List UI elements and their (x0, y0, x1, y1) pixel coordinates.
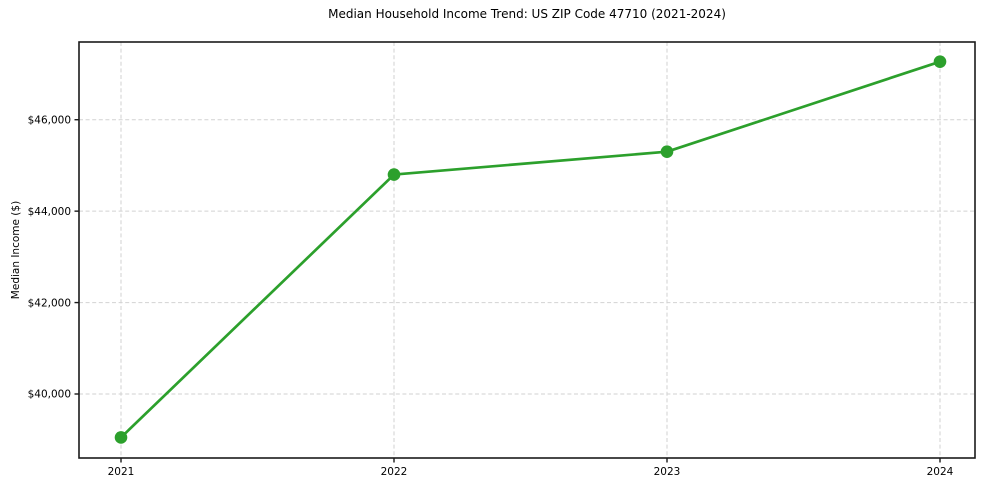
y-tick-label: $40,000 (28, 389, 71, 401)
x-tick-label: 2024 (927, 466, 954, 478)
chart-title: Median Household Income Trend: US ZIP Co… (328, 7, 726, 21)
y-tick-label: $44,000 (28, 206, 71, 218)
y-tick-label: $46,000 (28, 114, 71, 126)
x-tick-label: 2023 (654, 466, 681, 478)
axis-spine-box (78, 41, 976, 459)
data-point-2021 (114, 431, 128, 444)
x-tick-label: 2022 (381, 466, 408, 478)
x-tick-label: 2021 (108, 466, 135, 478)
data-point-2024 (933, 55, 947, 68)
data-point-2022 (387, 168, 401, 181)
data-point-2023 (660, 145, 674, 159)
trend-line (119, 60, 942, 439)
y-tick-label: $42,000 (28, 297, 71, 309)
